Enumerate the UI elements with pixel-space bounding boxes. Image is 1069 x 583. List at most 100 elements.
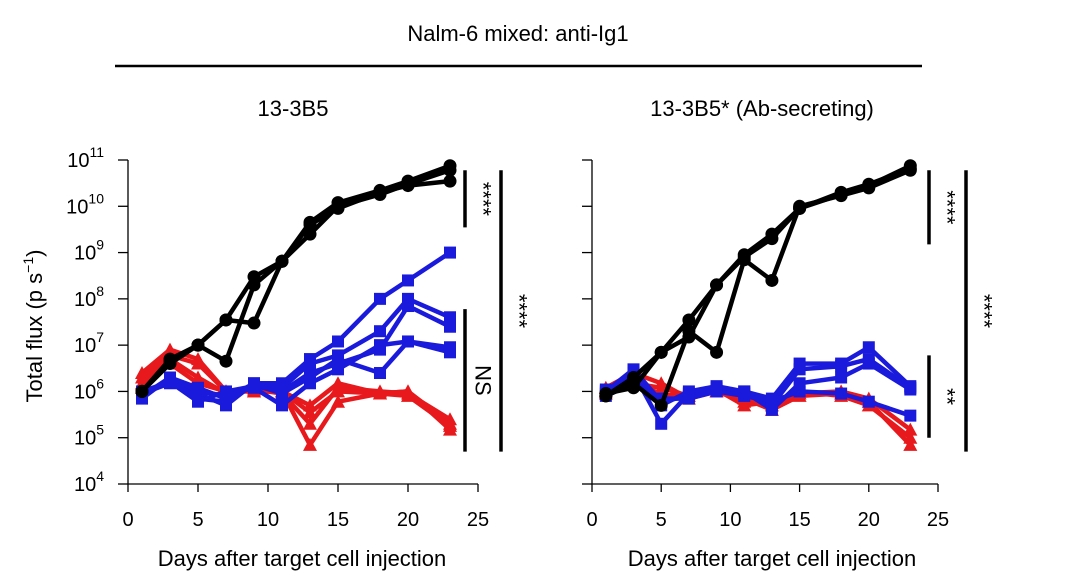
data-point bbox=[765, 395, 778, 408]
significance-label: **** bbox=[507, 294, 532, 329]
panel-13-3b5: 13-3B5 104 105 106 107 108 109 1010 1011 0 5 10 15 20… bbox=[66, 96, 531, 571]
data-point bbox=[737, 250, 751, 264]
data-point bbox=[655, 417, 668, 430]
data-point bbox=[903, 162, 917, 176]
data-point bbox=[164, 373, 176, 386]
panel-title: 13-3B5* (Ab-secreting) bbox=[650, 96, 874, 121]
y-axis-label-main: Total flux (p s bbox=[22, 273, 47, 403]
data-point bbox=[862, 395, 875, 408]
x-tick-label: 15 bbox=[788, 509, 810, 531]
data-point bbox=[331, 394, 345, 408]
panel-13-3b5-ab-secreting: 13-3B5* (Ab-secreting) 0 5 10 15 20 25 Days aft… bbox=[582, 96, 997, 571]
data-point bbox=[163, 357, 177, 371]
data-point bbox=[332, 335, 344, 348]
data-point bbox=[654, 345, 668, 359]
data-point bbox=[331, 380, 345, 394]
data-point bbox=[710, 385, 723, 398]
data-point bbox=[303, 398, 317, 412]
y-tick-label: 104 bbox=[74, 468, 104, 496]
significance-label: NS bbox=[471, 365, 496, 396]
data-point bbox=[710, 345, 724, 359]
panel-title: 13-3B5 bbox=[258, 96, 329, 121]
y-axis-label: Total flux (p s−1) bbox=[20, 250, 47, 403]
data-point bbox=[373, 185, 387, 199]
x-axis-label: Days after target cell injection bbox=[628, 546, 917, 571]
data-point bbox=[374, 367, 386, 380]
data-point bbox=[710, 278, 724, 292]
data-point bbox=[402, 335, 414, 348]
data-point bbox=[276, 399, 288, 412]
data-point bbox=[192, 392, 204, 405]
data-point bbox=[903, 437, 918, 451]
y-tick-label: 1010 bbox=[66, 190, 104, 218]
data-point bbox=[682, 392, 695, 405]
data-point bbox=[332, 353, 344, 366]
data-point bbox=[304, 371, 316, 384]
significance-label: **** bbox=[972, 294, 997, 329]
data-point bbox=[247, 316, 261, 330]
figure-title: Nalm-6 mixed: anti-Ig1 bbox=[407, 21, 628, 46]
data-point bbox=[443, 422, 457, 436]
data-point bbox=[247, 278, 261, 292]
data-point bbox=[443, 163, 457, 177]
data-point bbox=[374, 325, 386, 338]
data-point bbox=[793, 201, 807, 215]
data-point bbox=[737, 398, 752, 412]
data-point bbox=[793, 363, 806, 376]
data-point bbox=[303, 405, 317, 419]
significance-label: ** bbox=[935, 388, 960, 406]
data-point bbox=[765, 273, 779, 287]
x-tick-label: 25 bbox=[467, 509, 489, 531]
data-point bbox=[862, 341, 875, 354]
data-point bbox=[443, 174, 457, 188]
data-point bbox=[599, 387, 613, 401]
series-line bbox=[603, 168, 913, 408]
data-point bbox=[401, 386, 415, 400]
data-point bbox=[904, 409, 917, 422]
data-point bbox=[903, 430, 918, 444]
data-point bbox=[904, 383, 917, 396]
y-tick-label: 108 bbox=[74, 283, 104, 311]
data-point bbox=[276, 387, 288, 400]
x-tick-label: 10 bbox=[719, 509, 741, 531]
y-tick-label: 107 bbox=[74, 329, 104, 357]
data-point bbox=[402, 300, 414, 313]
data-point bbox=[654, 398, 668, 412]
data-point bbox=[135, 384, 149, 398]
data-point bbox=[835, 387, 848, 400]
data-point bbox=[682, 313, 696, 327]
data-point bbox=[793, 385, 806, 398]
data-point bbox=[303, 218, 317, 232]
x-tick-label: 15 bbox=[327, 509, 349, 531]
data-point bbox=[862, 357, 875, 370]
data-point bbox=[443, 412, 457, 426]
data-point bbox=[275, 254, 289, 268]
y-tick-label: 109 bbox=[74, 237, 104, 265]
x-tick-label: 0 bbox=[586, 509, 597, 531]
x-tick-label: 20 bbox=[397, 509, 419, 531]
series-black-3 bbox=[135, 174, 457, 398]
y-tick-label: 106 bbox=[74, 375, 104, 403]
data-point bbox=[304, 357, 316, 370]
data-point bbox=[834, 185, 848, 199]
x-tick-label: 5 bbox=[192, 509, 203, 531]
y-tick-label: 105 bbox=[74, 422, 104, 450]
y-axis-label-exponent: −1 bbox=[20, 257, 36, 273]
data-point bbox=[374, 292, 386, 305]
data-point bbox=[402, 274, 414, 287]
data-point bbox=[627, 381, 641, 395]
significance-label: **** bbox=[471, 182, 496, 217]
series-black-3 bbox=[599, 162, 917, 401]
x-tick-label: 0 bbox=[122, 509, 133, 531]
data-point bbox=[220, 395, 232, 408]
y-tick-label: 1011 bbox=[67, 144, 104, 172]
significance-label: **** bbox=[935, 190, 960, 225]
data-point bbox=[401, 179, 415, 193]
data-point bbox=[191, 338, 205, 352]
series-black-2 bbox=[599, 163, 917, 412]
data-point bbox=[682, 330, 696, 344]
x-axis-label: Days after target cell injection bbox=[158, 546, 447, 571]
data-point bbox=[373, 384, 387, 398]
data-point bbox=[765, 232, 779, 246]
